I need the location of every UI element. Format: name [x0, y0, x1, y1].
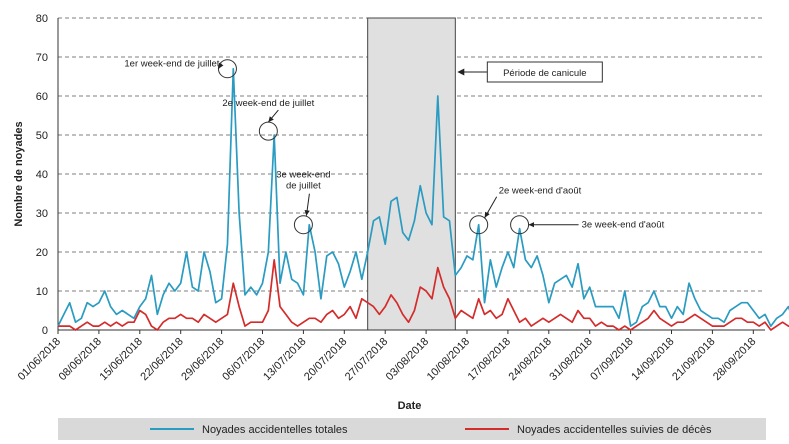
x-tick-label: 14/09/2018 — [629, 336, 676, 383]
y-tick-label: 10 — [36, 286, 48, 298]
annotation-arrowhead — [528, 222, 534, 228]
annotation-arrowhead — [268, 116, 274, 123]
series-line-1 — [58, 258, 789, 331]
heatwave-label: Période de canicule — [503, 68, 586, 79]
series-lines — [57, 67, 789, 331]
y-axis-title: Nombre de noyades — [13, 121, 25, 226]
annotation-arrowhead — [218, 62, 224, 69]
annotation-label: 1er week-end de juillet — [124, 59, 219, 70]
y-tick-label: 60 — [36, 91, 48, 103]
y-tick-label: 50 — [36, 130, 48, 142]
x-tick-label: 13/07/2018 — [261, 336, 308, 383]
annotation-label: 3e week-end d'août — [582, 220, 665, 231]
legend-label-1: Noyades accidentelles suivies de décès — [517, 424, 712, 436]
x-tick-label: 17/08/2018 — [466, 336, 513, 383]
x-tick-label: 24/08/2018 — [507, 336, 554, 383]
x-tick-label: 01/06/2018 — [16, 336, 63, 383]
annotation-label: 3e week-end de juillet — [276, 170, 330, 192]
x-tick-label: 10/08/2018 — [425, 336, 472, 383]
annotations: Période de canicule 1er week-end de juill… — [124, 59, 665, 235]
legend-label-0: Noyades accidentelles totales — [202, 424, 348, 436]
x-tick-label: 28/09/2018 — [711, 336, 758, 383]
heatwave-label-box — [486, 61, 603, 83]
highlight-circle — [469, 215, 489, 235]
x-tick-label: 06/07/2018 — [220, 336, 267, 383]
annotation-label: 2e week-end d'août — [499, 186, 582, 197]
legend: Noyades accidentelles totales Noyades acc… — [58, 418, 766, 440]
highlight-circle — [258, 121, 278, 141]
x-tick-label: 27/07/2018 — [343, 336, 390, 383]
annotation-line: de juillet — [286, 181, 321, 192]
y-tick-label: 40 — [36, 169, 48, 181]
y-tick-label: 20 — [36, 247, 48, 259]
x-tick-label: 07/09/2018 — [588, 336, 635, 383]
y-tick-label: 0 — [42, 325, 48, 337]
x-tick-label: 03/08/2018 — [384, 336, 431, 383]
x-tick-label: 22/06/2018 — [138, 336, 185, 383]
x-tick-label: 29/06/2018 — [179, 336, 226, 383]
y-tick-label: 80 — [36, 13, 48, 25]
annotation-line: 3e week-end — [276, 170, 330, 181]
y-tick-label: 70 — [36, 52, 48, 64]
heatwave-arrowhead — [457, 68, 465, 76]
annotation-line: 2e week-end d'août — [499, 186, 582, 197]
x-tick-label: 31/08/2018 — [547, 336, 594, 383]
highlight-circle — [293, 215, 313, 235]
series-line-0 — [57, 67, 789, 327]
x-tick-label: 08/06/2018 — [57, 336, 104, 383]
x-tick-label: 20/07/2018 — [302, 336, 349, 383]
x-tick-label: 21/09/2018 — [670, 336, 717, 383]
legend-background — [58, 418, 766, 440]
x-axis-title: Date — [398, 400, 422, 412]
annotation-line: 1er week-end de juillet — [124, 59, 219, 70]
annotation-label: 2e week-end de juillet — [222, 98, 314, 109]
annotation-line: 2e week-end de juillet — [222, 98, 314, 109]
annotation-line: 3e week-end d'août — [582, 220, 665, 231]
annotation-arrowhead — [304, 209, 310, 216]
y-tick-label: 30 — [36, 208, 48, 220]
x-tick-label: 15/06/2018 — [98, 336, 145, 383]
annotation-arrowhead — [484, 211, 490, 218]
